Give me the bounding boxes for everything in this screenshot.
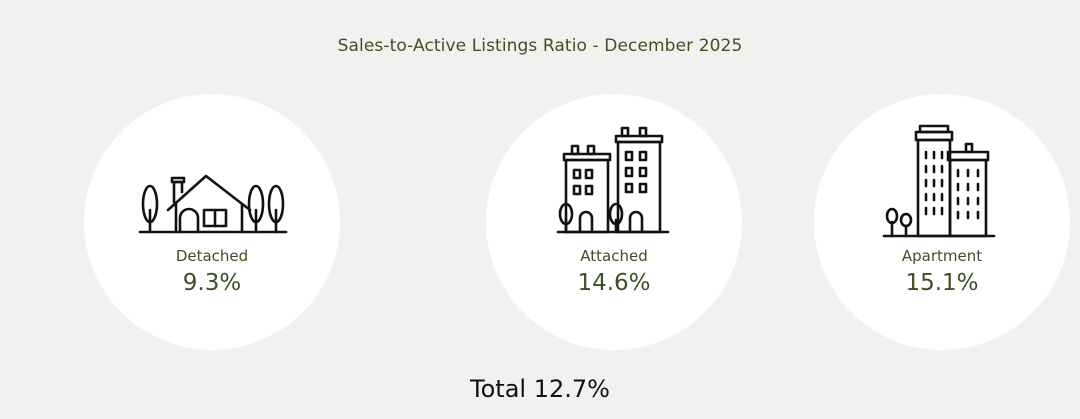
total-ratio: Total 12.7% (470, 375, 610, 403)
detached-card: Detached 9.3% (84, 94, 340, 350)
house-icon (138, 174, 288, 234)
attached-label: Attached (580, 247, 648, 265)
apartment-card: Apartment 15.1% (814, 94, 1070, 350)
apartment-building-icon (882, 124, 996, 238)
attached-value: 14.6% (577, 270, 651, 296)
chart-title: Sales-to-Active Listings Ratio - Decembe… (337, 36, 743, 56)
detached-value: 9.3% (182, 270, 242, 296)
detached-label: Detached (175, 247, 249, 265)
townhouse-icon (556, 126, 670, 234)
attached-card: Attached 14.6% (486, 94, 742, 350)
apartment-label: Apartment (901, 247, 983, 265)
apartment-value: 15.1% (905, 270, 979, 296)
